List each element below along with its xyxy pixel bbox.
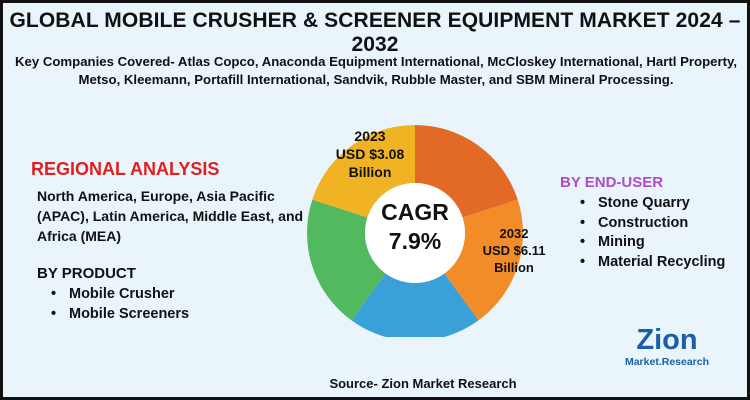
pie-slice-2 [444, 199, 523, 321]
pie-slice-3 [351, 273, 479, 337]
donut-hole [365, 183, 465, 283]
page-title: GLOBAL MOBILE CRUSHER & SCREENER EQUIPME… [9, 9, 741, 56]
zion-logo: Zion Market.Research [625, 324, 709, 368]
regional-analysis-heading: REGIONAL ANALYSIS [31, 159, 220, 179]
end-user-item: Construction [580, 214, 725, 234]
logo-subtext: Market.Research [625, 356, 709, 368]
label-2032-year: 2032 [499, 226, 529, 241]
pie-slice-5 [312, 125, 415, 218]
cagr-value: 7.9% [388, 228, 442, 254]
logo-wordmark: Zion [636, 324, 697, 356]
end-user-list: Stone Quarry Construction Mining Materia… [580, 194, 725, 272]
source-text: Source- Zion Market Research [329, 376, 517, 391]
label-2023: 2023 USD $3.08 Billion [315, 127, 425, 181]
end-user-item: Material Recycling [580, 253, 725, 273]
donut-chart [307, 125, 523, 337]
label-2023-unit: Billion [348, 164, 392, 180]
label-2032-unit: Billion [494, 260, 534, 275]
product-item: Mobile Screeners [51, 305, 189, 325]
pie-slice-1 [415, 125, 518, 218]
regional-analysis-text: North America, Europe, Asia Pacific (APA… [37, 188, 304, 244]
label-2023-value: USD $3.08 [335, 146, 405, 162]
cagr-center: CAGR 7.9% [375, 198, 455, 256]
label-2032: 2032 USD $6.11 Billion [469, 225, 559, 276]
label-2032-value: USD $6.11 [482, 243, 546, 258]
end-user-item: Mining [580, 233, 725, 253]
product-item: Mobile Crusher [51, 285, 189, 305]
key-companies-text: Key Companies Covered- Atlas Copco, Anac… [14, 54, 738, 87]
by-end-user-heading: BY END-USER [560, 174, 664, 191]
label-2023-year: 2023 [354, 128, 386, 144]
cagr-label: CAGR [381, 199, 449, 225]
end-user-item: Stone Quarry [580, 194, 725, 214]
product-list: Mobile Crusher Mobile Screeners [51, 285, 189, 324]
by-product-heading: BY PRODUCT [37, 265, 136, 282]
pie-slice-4 [307, 199, 386, 321]
